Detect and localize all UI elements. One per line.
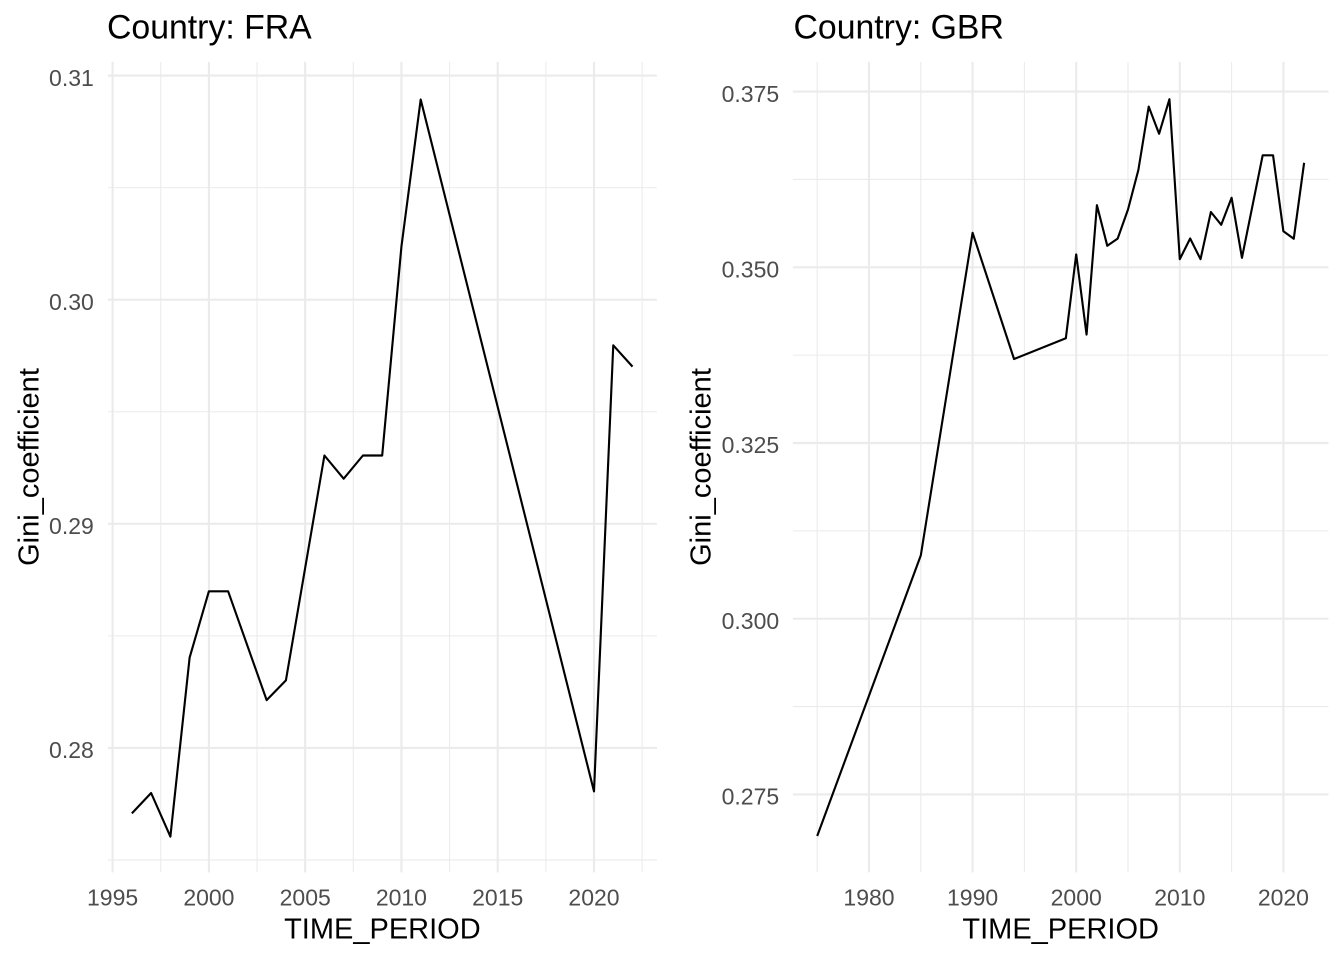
svg-text:0.30: 0.30 [49, 289, 94, 315]
svg-text:0.300: 0.300 [722, 608, 780, 634]
svg-text:0.275: 0.275 [722, 784, 780, 810]
svg-text:2020: 2020 [568, 885, 619, 911]
svg-text:1980: 1980 [843, 885, 894, 911]
svg-text:0.325: 0.325 [722, 432, 780, 458]
svg-text:2010: 2010 [376, 885, 427, 911]
svg-text:Country: FRA: Country: FRA [107, 9, 312, 47]
svg-text:0.350: 0.350 [722, 257, 780, 283]
svg-text:0.29: 0.29 [49, 513, 94, 539]
svg-text:0.375: 0.375 [722, 81, 780, 107]
svg-text:TIME_PERIOD: TIME_PERIOD [284, 913, 481, 945]
svg-text:Gini_coefficient: Gini_coefficient [686, 368, 718, 566]
svg-text:2005: 2005 [280, 885, 331, 911]
svg-text:0.31: 0.31 [49, 65, 94, 91]
svg-text:1995: 1995 [87, 885, 138, 911]
svg-text:TIME_PERIOD: TIME_PERIOD [962, 913, 1159, 945]
svg-text:0.28: 0.28 [49, 737, 94, 763]
svg-text:2010: 2010 [1154, 885, 1205, 911]
svg-text:1990: 1990 [947, 885, 998, 911]
svg-text:2015: 2015 [472, 885, 523, 911]
svg-text:2000: 2000 [1051, 885, 1102, 911]
svg-text:Country: GBR: Country: GBR [794, 9, 1004, 47]
svg-text:2000: 2000 [183, 885, 234, 911]
svg-text:2020: 2020 [1258, 885, 1309, 911]
svg-text:Gini_coefficient: Gini_coefficient [14, 368, 46, 566]
